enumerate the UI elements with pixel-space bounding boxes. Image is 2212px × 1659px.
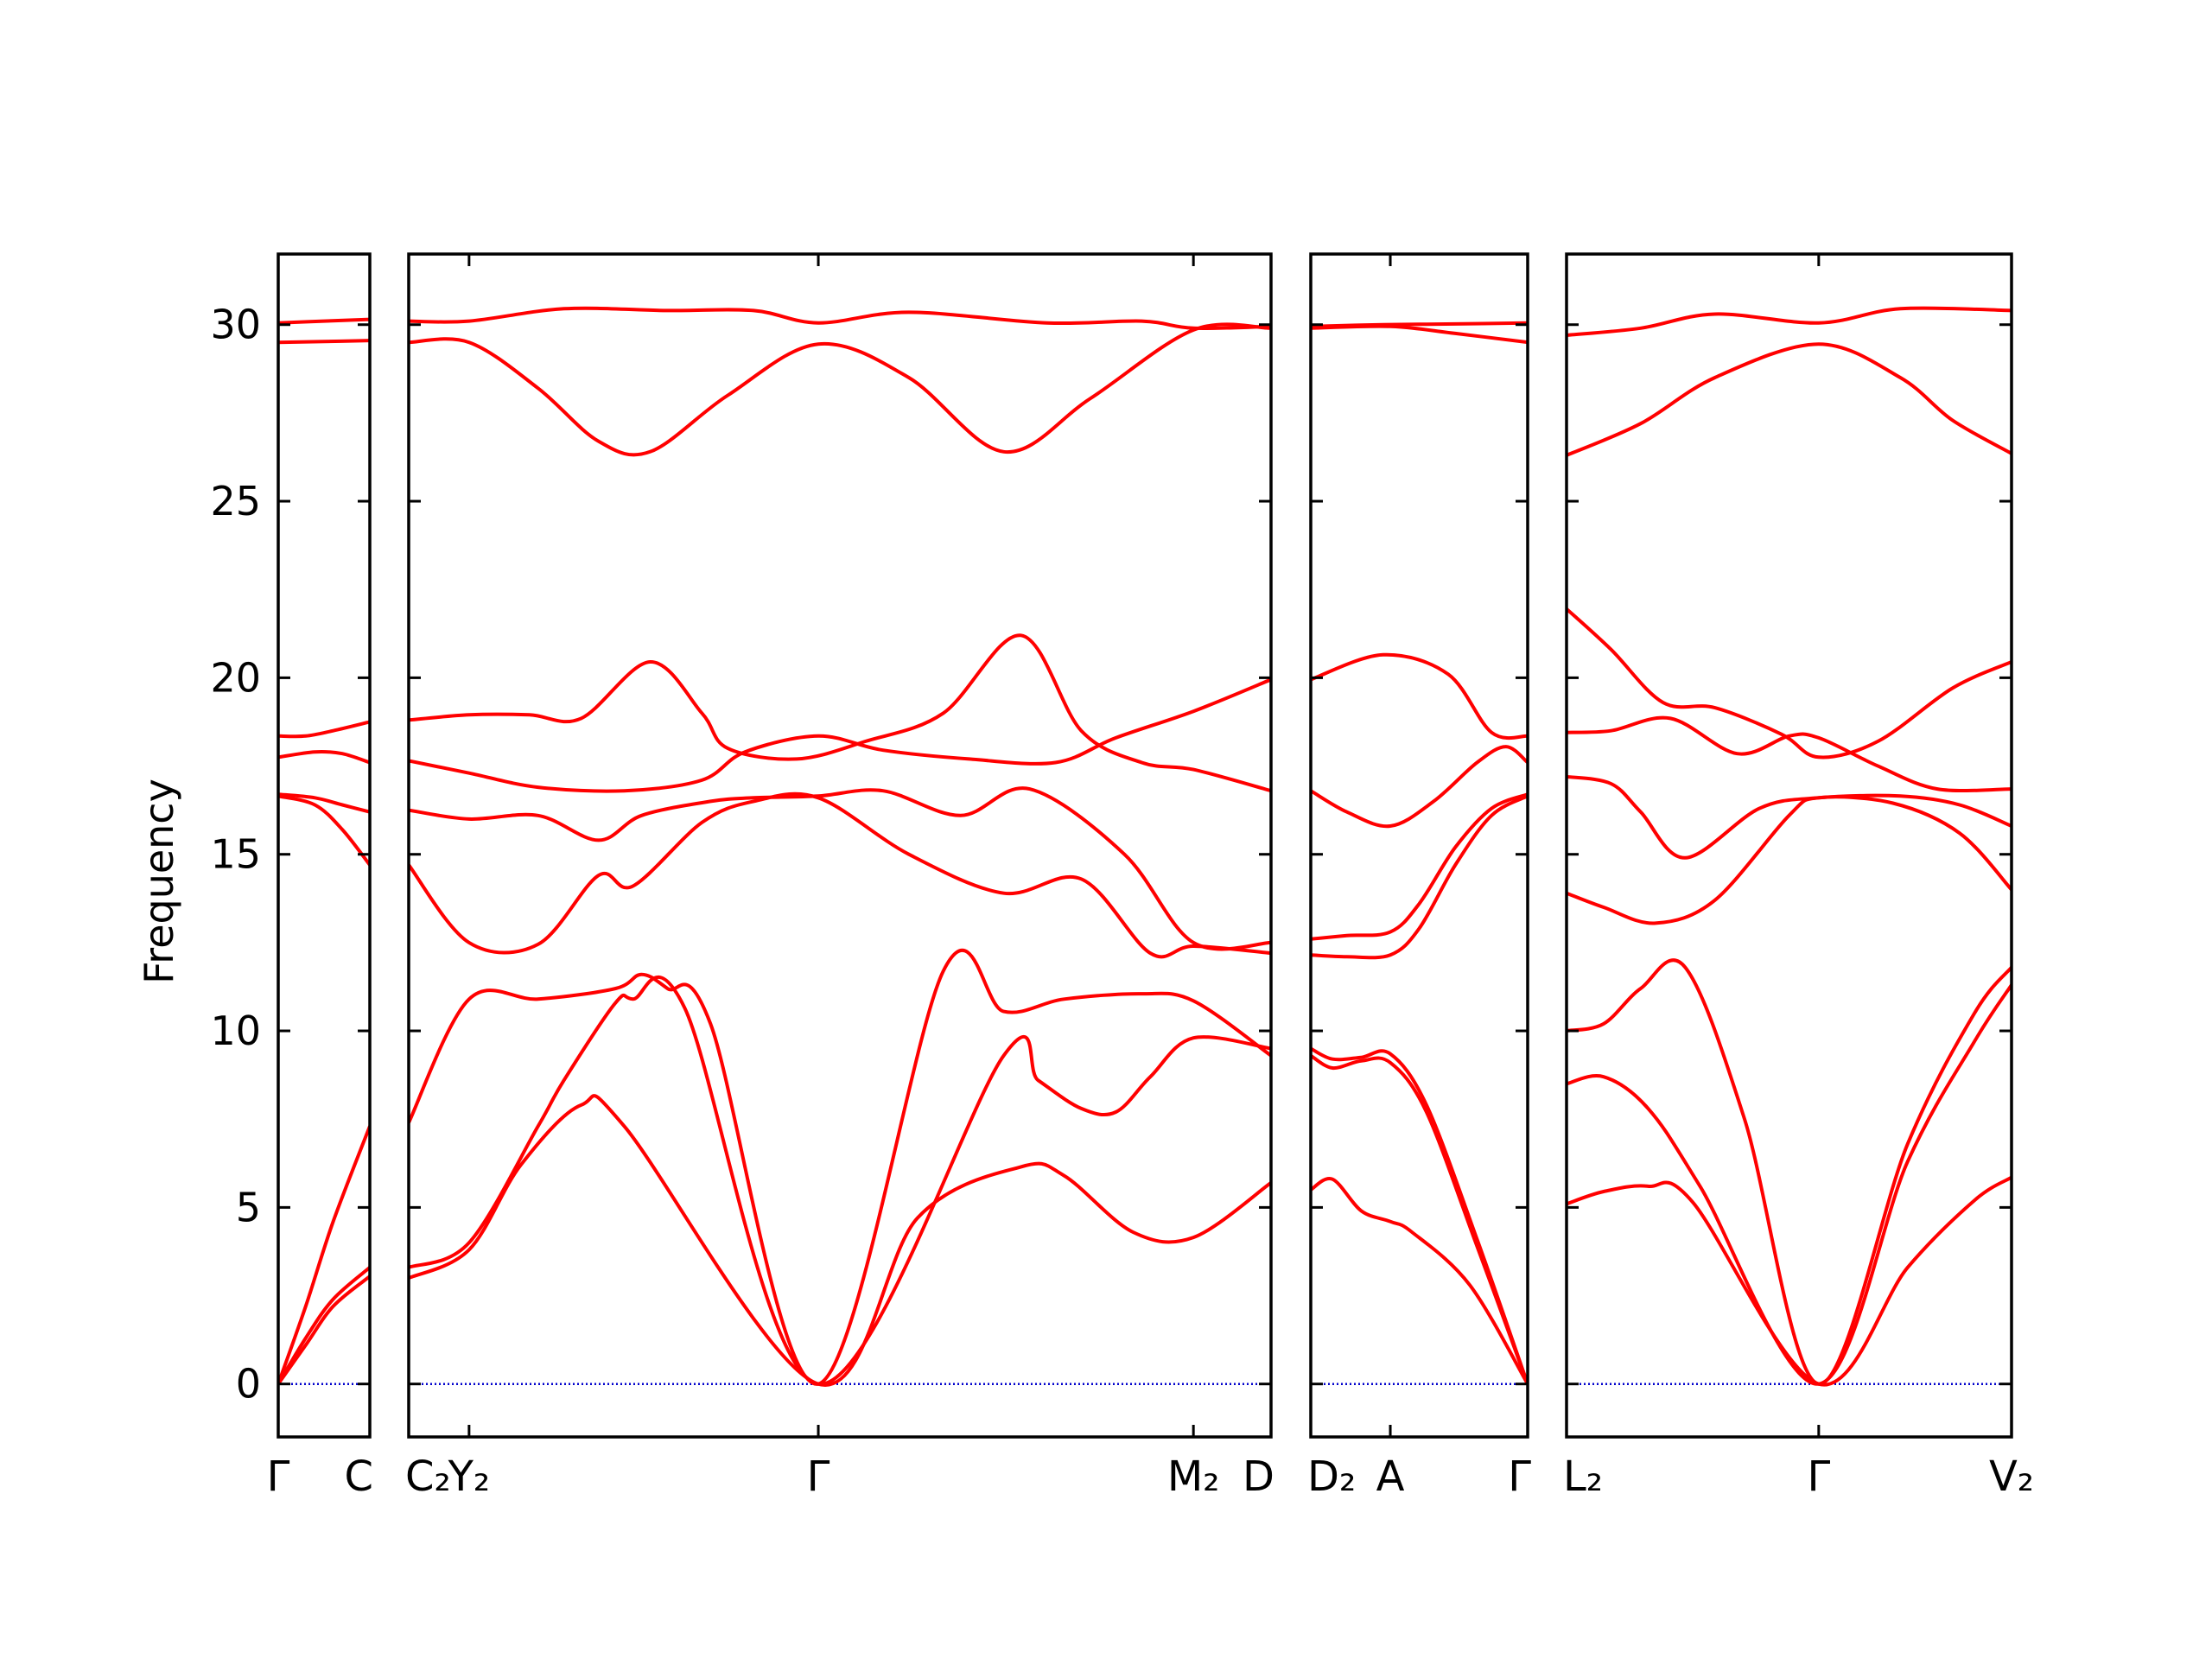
y-tick-label: 15 bbox=[210, 831, 261, 878]
band-line-1 bbox=[1567, 306, 2012, 337]
band-line-4 bbox=[278, 749, 370, 765]
band-line-7 bbox=[409, 949, 1271, 1386]
band-line-2 bbox=[1311, 324, 1528, 345]
band-line-3 bbox=[278, 720, 370, 739]
band-line-3 bbox=[1567, 607, 2012, 760]
band-line-7 bbox=[1567, 958, 2012, 1386]
panel-frame bbox=[276, 252, 372, 1439]
y-tick-label: 25 bbox=[210, 478, 261, 524]
y-tick-label: 10 bbox=[210, 1007, 261, 1054]
band-line-9 bbox=[278, 1274, 370, 1385]
band-line-2 bbox=[278, 339, 370, 345]
panel-frame bbox=[1309, 252, 1529, 1439]
y-axis-label: Frequency bbox=[136, 779, 182, 984]
band-line-2 bbox=[409, 322, 1271, 457]
kpoint-label: L₂ bbox=[1563, 1452, 1603, 1501]
bands bbox=[1311, 321, 1528, 1385]
band-line-5 bbox=[1311, 792, 1528, 941]
y-tick-label: 0 bbox=[236, 1361, 261, 1408]
band-line-8 bbox=[278, 1266, 370, 1385]
panel-frame bbox=[1565, 252, 2013, 1439]
band-line-6 bbox=[1311, 794, 1528, 960]
band-line-6 bbox=[278, 794, 370, 867]
bands bbox=[278, 317, 370, 1385]
band-line-3 bbox=[1311, 652, 1528, 741]
bands bbox=[1567, 306, 2012, 1387]
band-line-1 bbox=[278, 317, 370, 325]
band-line-1 bbox=[409, 306, 1271, 331]
band-line-5 bbox=[409, 786, 1271, 951]
band-line-4 bbox=[1567, 715, 2012, 793]
kpoint-label: Γ bbox=[1508, 1452, 1531, 1501]
bands bbox=[409, 306, 1271, 1387]
band-line-5 bbox=[278, 792, 370, 814]
y-tick-label: 20 bbox=[210, 654, 261, 701]
panel-frame bbox=[407, 252, 1273, 1439]
band-line-8 bbox=[1311, 1053, 1528, 1385]
band-line-6 bbox=[409, 791, 1271, 959]
band-line-7 bbox=[278, 1125, 370, 1385]
kpoint-label: C₂ bbox=[405, 1452, 451, 1501]
panel-4: L₂ Γ V₂ bbox=[1563, 252, 2034, 1501]
band-line-5 bbox=[1567, 774, 2012, 860]
y-tick-label: 30 bbox=[210, 302, 261, 348]
band-line-9 bbox=[1311, 1176, 1528, 1385]
band-line-4 bbox=[1311, 745, 1528, 829]
kpoint-label: Γ bbox=[267, 1452, 290, 1501]
kpoint-label: V₂ bbox=[1989, 1452, 2034, 1501]
panel-1: 0 5 10 15 20 25 30 Γ C bbox=[210, 252, 373, 1501]
band-line-2 bbox=[1567, 342, 2012, 457]
band-line-9 bbox=[409, 1094, 1271, 1387]
kpoint-label: Γ bbox=[807, 1452, 830, 1501]
kpoint-label: Y₂ bbox=[448, 1452, 491, 1501]
kpoint-label: M₂ bbox=[1167, 1452, 1220, 1501]
kpoint-label: Γ bbox=[1807, 1452, 1830, 1501]
kpoint-label: D₂ bbox=[1307, 1452, 1356, 1501]
panel-3: D₂ A Γ bbox=[1307, 252, 1531, 1501]
kpoint-label: D bbox=[1243, 1452, 1274, 1501]
band-line-6 bbox=[1567, 795, 2012, 925]
kpoint-label: A bbox=[1376, 1452, 1405, 1501]
band-line-4 bbox=[409, 677, 1271, 793]
band-line-3 bbox=[409, 633, 1271, 793]
band-line-8 bbox=[1567, 983, 2012, 1386]
y-tick-label: 5 bbox=[236, 1184, 261, 1230]
band-line-8 bbox=[409, 975, 1271, 1386]
band-line-7 bbox=[1311, 1046, 1528, 1385]
band-line-9 bbox=[1567, 1175, 2012, 1387]
kpoint-label: C bbox=[344, 1452, 373, 1501]
